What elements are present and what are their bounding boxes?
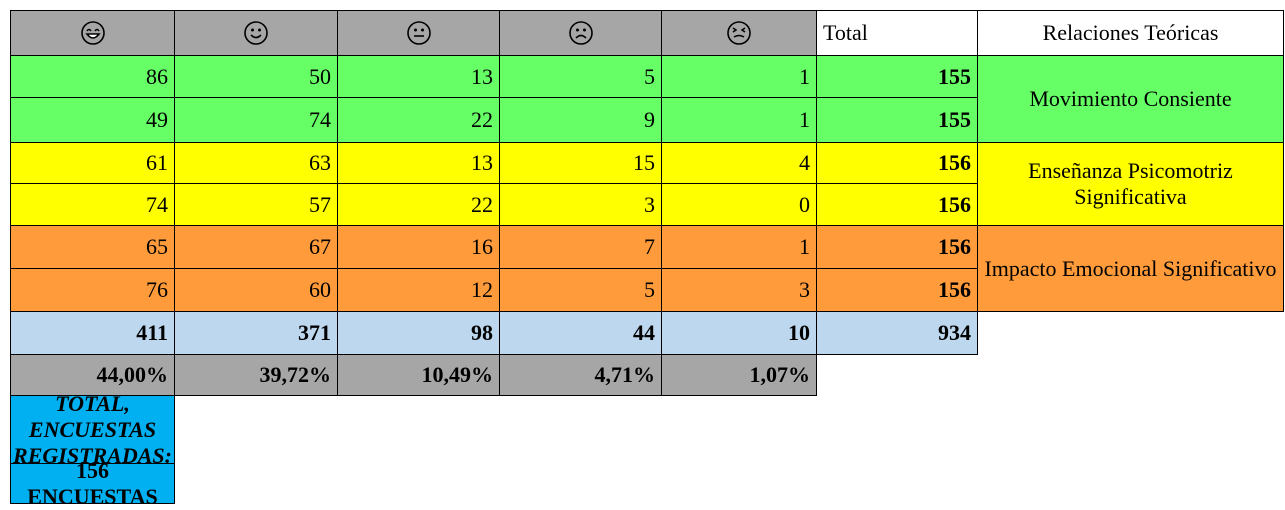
row-total: 156 — [816, 183, 978, 226]
emoji-header — [174, 10, 338, 56]
total-header: Total — [816, 10, 978, 56]
row-total: 156 — [816, 225, 978, 269]
value-cell: 63 — [174, 142, 338, 184]
value-cell: 5 — [499, 268, 662, 312]
value-cell: 7 — [499, 225, 662, 269]
group-label: Impacto Emocional Significativo — [977, 225, 1284, 312]
footer-count: 156 ENCUESTAS — [10, 458, 175, 509]
percent-cell: 4,71% — [499, 354, 662, 396]
value-cell: 22 — [337, 183, 500, 226]
value-cell: 76 — [10, 268, 175, 312]
value-cell: 86 — [10, 55, 175, 98]
footer-label: TOTAL, ENCUESTAS REGISTRADAS: — [10, 391, 175, 468]
sum-cell: 411 — [10, 311, 175, 355]
percent-cell: 1,07% — [661, 354, 817, 396]
emoji-header — [661, 10, 817, 56]
sum-cell: 371 — [174, 311, 338, 355]
group-label: Movimiento Consiente — [977, 55, 1284, 143]
value-cell: 65 — [10, 225, 175, 269]
value-cell: 16 — [337, 225, 500, 269]
value-cell: 50 — [174, 55, 338, 98]
value-cell: 9 — [499, 97, 662, 143]
value-cell: 1 — [661, 55, 817, 98]
value-cell: 3 — [661, 268, 817, 312]
value-cell: 60 — [174, 268, 338, 312]
row-total: 155 — [816, 55, 978, 98]
emoji-header — [499, 10, 662, 56]
face-icon — [727, 21, 751, 45]
value-cell: 1 — [661, 97, 817, 143]
value-cell: 12 — [337, 268, 500, 312]
value-cell: 61 — [10, 142, 175, 184]
value-cell: 67 — [174, 225, 338, 269]
percent-cell: 44,00% — [10, 354, 175, 396]
sum-cell: 98 — [337, 311, 500, 355]
value-cell: 4 — [661, 142, 817, 184]
value-cell: 13 — [337, 142, 500, 184]
face-icon — [244, 21, 268, 45]
emoji-header — [10, 10, 175, 56]
face-icon — [80, 21, 105, 45]
grand-total: 934 — [816, 311, 978, 355]
face-icon — [406, 21, 431, 45]
row-total: 156 — [816, 268, 978, 312]
value-cell: 74 — [174, 97, 338, 143]
group-label: Enseñanza Psicomotriz Significativa — [977, 142, 1284, 226]
value-cell: 0 — [661, 183, 817, 226]
relations-header: Relaciones Teóricas — [977, 10, 1284, 56]
value-cell: 3 — [499, 183, 662, 226]
sum-cell: 10 — [661, 311, 817, 355]
percent-cell: 10,49% — [337, 354, 500, 396]
value-cell: 15 — [499, 142, 662, 184]
percent-cell: 39,72% — [174, 354, 338, 396]
emoji-header — [337, 10, 500, 56]
face-icon — [568, 21, 593, 45]
value-cell: 22 — [337, 97, 500, 143]
value-cell: 49 — [10, 97, 175, 143]
value-cell: 13 — [337, 55, 500, 98]
row-total: 155 — [816, 97, 978, 143]
value-cell: 57 — [174, 183, 338, 226]
value-cell: 74 — [10, 183, 175, 226]
value-cell: 5 — [499, 55, 662, 98]
row-total: 156 — [816, 142, 978, 184]
value-cell: 1 — [661, 225, 817, 269]
sum-cell: 44 — [499, 311, 662, 355]
